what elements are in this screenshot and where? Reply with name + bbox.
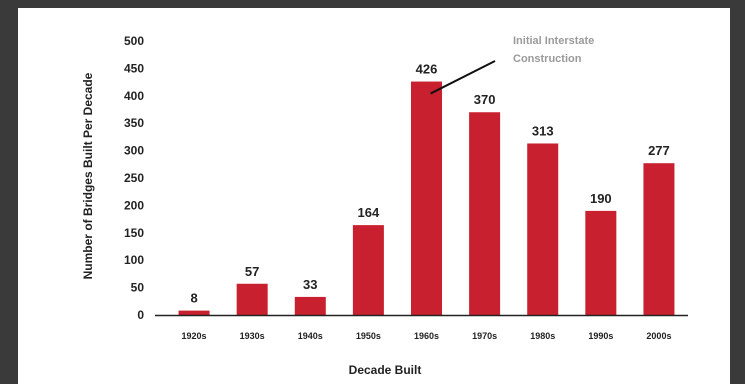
- y-tick-label: 100: [124, 253, 144, 267]
- y-tick-label: 500: [124, 34, 144, 48]
- y-axis-label: Number of Bridges Built Per Decade: [81, 72, 95, 279]
- x-tick-label: 1990s: [588, 331, 613, 341]
- data-label-2000s: 277: [648, 143, 670, 158]
- y-tick-label: 250: [124, 171, 144, 185]
- x-tick-label: 1940s: [298, 331, 323, 341]
- x-tick-label: 1920s: [182, 331, 207, 341]
- data-labels: 8 57 33 164 426 370 313 190 277: [190, 62, 669, 306]
- x-axis-label: Decade Built: [349, 363, 422, 377]
- bars: [178, 81, 675, 316]
- bar-1950s: [352, 225, 384, 315]
- y-tick-label: 400: [124, 89, 144, 103]
- bar-1930s: [236, 283, 268, 315]
- data-label-1940s: 33: [303, 277, 317, 292]
- y-tick-label: 0: [137, 308, 144, 322]
- x-tick-label: 2000s: [646, 331, 671, 341]
- y-tick-label: 50: [131, 281, 145, 295]
- bar-1940s: [294, 296, 326, 315]
- x-tick-label: 1970s: [472, 331, 497, 341]
- bar-1990s: [585, 210, 617, 315]
- data-label-1990s: 190: [590, 191, 612, 206]
- annotation: Initial Interstate Construction: [430, 35, 594, 95]
- data-label-1930s: 57: [245, 264, 259, 279]
- bar-2000s: [643, 163, 675, 315]
- bar-1960s: [411, 81, 442, 315]
- x-axis-ticks: 1920s 1930s 1940s 1950s 1960s 1970s 1980s 1990s…: [182, 331, 672, 341]
- x-tick-label: 1960s: [414, 331, 439, 341]
- data-label-1970s: 370: [474, 92, 496, 107]
- data-label-1920s: 8: [190, 291, 197, 306]
- y-tick-label: 450: [124, 61, 144, 75]
- y-tick-label: 300: [124, 144, 144, 158]
- y-axis-ticks: 0 50 100 150 200 250 300 350 400 450 500: [124, 34, 144, 322]
- bar-1920s: [178, 310, 210, 315]
- x-tick-label: 1950s: [356, 331, 381, 341]
- bar-1980s: [527, 143, 559, 315]
- x-tick-label: 1980s: [530, 331, 555, 341]
- bar-1970s: [469, 112, 501, 316]
- data-label-1950s: 164: [358, 205, 380, 220]
- annotation-pointer-line: [430, 60, 496, 95]
- chart-panel: [18, 8, 730, 384]
- data-label-1980s: 313: [532, 123, 554, 138]
- y-tick-label: 150: [124, 226, 144, 240]
- data-label-1960s: 426: [416, 62, 438, 77]
- x-tick-label: 1930s: [240, 331, 265, 341]
- y-tick-label: 350: [124, 116, 144, 130]
- annotation-line2: Construction: [513, 53, 582, 65]
- annotation-line1: Initial Interstate: [513, 35, 594, 47]
- y-tick-label: 200: [124, 198, 144, 212]
